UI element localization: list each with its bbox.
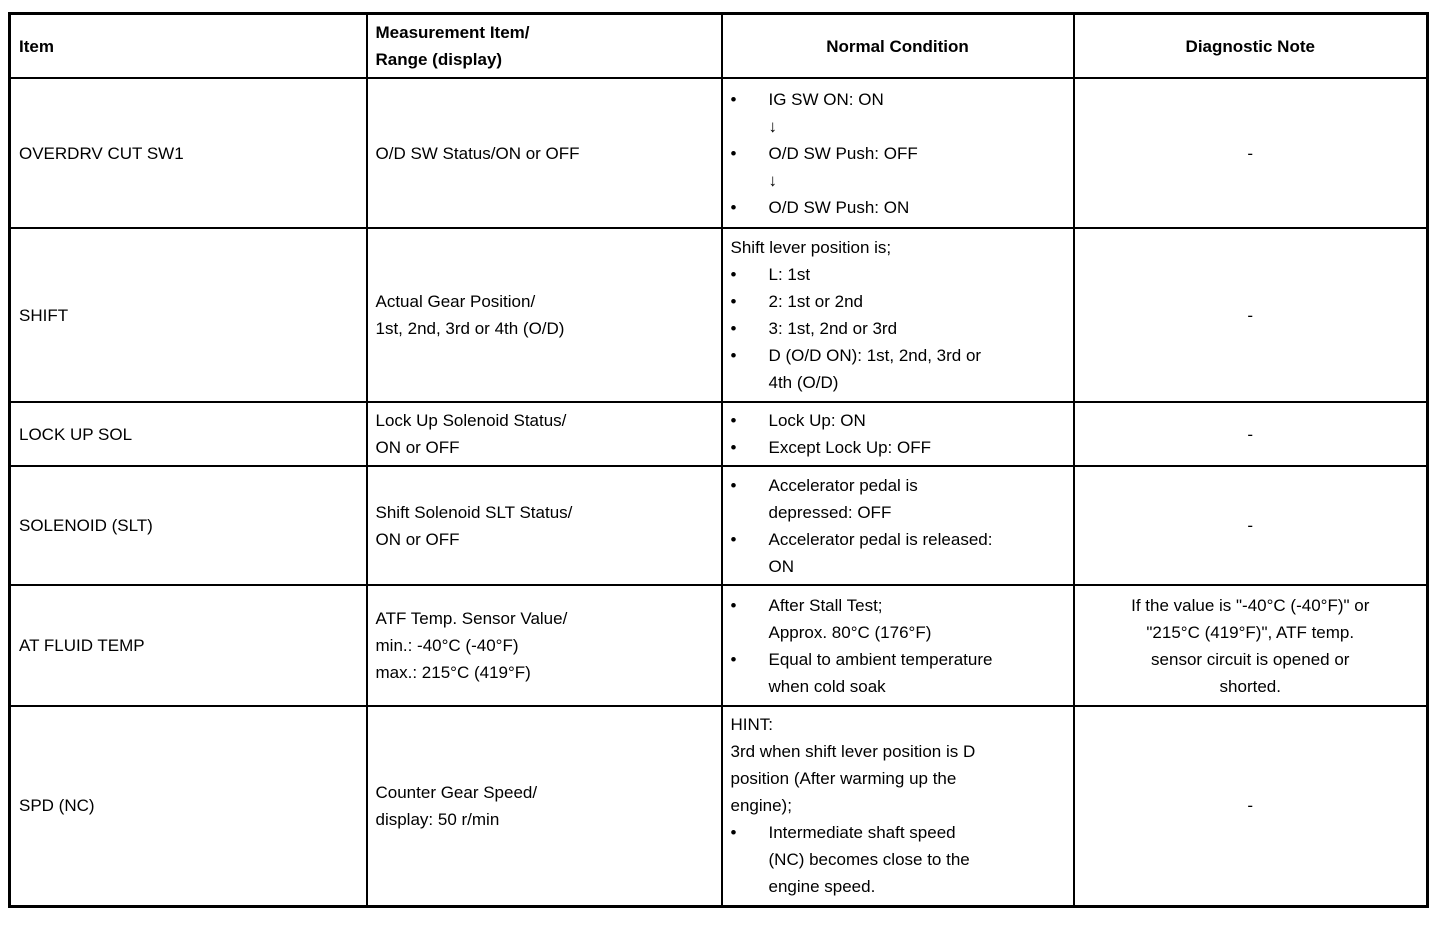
normal-condition-cell: • Lock Up: ON • Except Lock Up: OFF: [720, 401, 1075, 467]
table-row-solenoid-slt: SOLENOID (SLT) Shift Solenoid SLT Status…: [8, 465, 1429, 586]
bullet-icon: •: [730, 143, 737, 163]
bullet-icon: •: [730, 475, 737, 495]
column-header-normal-condition: Normal Condition: [720, 12, 1075, 79]
bullet-icon: •: [730, 595, 737, 615]
column-header-item: Item: [8, 12, 368, 79]
normal-condition-cell: • After Stall Test; Approx. 80°C (176°F) •…: [720, 584, 1075, 707]
bullet-line: • L: 1st: [731, 261, 1065, 288]
measurement-cell: Counter Gear Speed/ display: 50 r/min: [365, 705, 723, 907]
column-header-diagnostic-note: Diagnostic Note: [1072, 12, 1429, 79]
diagnostic-note-cell: -: [1072, 401, 1429, 467]
text-line: Shift lever position is;: [730, 238, 892, 257]
diagnostic-data-list-table: Item Measurement Item/ Range (display) N…: [8, 12, 1429, 908]
measurement-cell: O/D SW Status/ON or OFF: [365, 77, 723, 229]
normal-condition-cell: HINT: 3rd when shift lever position is D …: [720, 705, 1075, 907]
bullet-line: • O/D SW Push: ON: [731, 194, 1065, 221]
bullet-line: • IG SW ON: ON: [731, 86, 1065, 113]
bullet-text: D (O/D ON): 1st, 2nd, 3rd or 4th (O/D): [768, 346, 982, 392]
bullet-icon: •: [730, 197, 737, 217]
item-cell: SOLENOID (SLT): [8, 465, 368, 586]
bullet-text: L: 1st: [768, 265, 811, 284]
bullet-icon: •: [730, 529, 737, 549]
bullet-text: Lock Up: ON: [768, 411, 866, 430]
diagnostic-note-cell: -: [1072, 77, 1429, 229]
item-cell: SPD (NC): [8, 705, 368, 907]
bullet-text: After Stall Test; Approx. 80°C (176°F): [768, 595, 932, 642]
bullet-line: • 3: 1st, 2nd or 3rd: [731, 315, 1065, 342]
bullet-icon: •: [730, 649, 737, 669]
bullet-icon: •: [730, 823, 737, 843]
bullet-icon: •: [730, 346, 737, 365]
diagnostic-note-cell: -: [1072, 227, 1429, 403]
bullet-line: • Intermediate shaft speed (NC) becomes c…: [731, 819, 1065, 900]
normal-condition-cell: • Accelerator pedal is depressed: OFF • Acc…: [720, 465, 1075, 586]
bullet-icon: •: [730, 438, 737, 457]
diagnostic-note-cell: -: [1072, 465, 1429, 586]
bullet-icon: •: [730, 265, 737, 284]
bullet-line: • O/D SW Push: OFF: [731, 140, 1065, 167]
item-cell: OVERDRV CUT SW1: [8, 77, 368, 229]
bullet-text: Accelerator pedal is depressed: OFF: [768, 475, 918, 522]
text-line: 3rd when shift lever position is D posit…: [730, 742, 976, 816]
bullet-text: 2: 1st or 2nd: [768, 292, 864, 311]
bullet-line: • Lock Up: ON: [731, 407, 1065, 434]
normal-condition-cell: Shift lever position is; • L: 1st • 2: 1st o…: [720, 227, 1075, 403]
bullet-text: Except Lock Up: OFF: [768, 438, 932, 457]
header-row: Item Measurement Item/ Range (display) N…: [8, 12, 1429, 79]
bullet-line: • Accelerator pedal is released: ON: [731, 526, 1065, 580]
bullet-text: Equal to ambient temperature when cold s…: [768, 649, 993, 696]
bullet-icon: •: [730, 292, 737, 311]
bullet-line: • After Stall Test; Approx. 80°C (176°F): [731, 592, 1065, 646]
bullet-icon: •: [730, 411, 737, 430]
bullet-icon: •: [730, 89, 737, 109]
item-cell: AT FLUID TEMP: [8, 584, 368, 707]
table-row-overdrv-cut-sw1: OVERDRV CUT SW1 O/D SW Status/ON or OFF …: [8, 77, 1429, 229]
bullet-text: 3: 1st, 2nd or 3rd: [768, 319, 898, 338]
diagnostic-note-cell: If the value is "-40°C (-40°F)" or "215°…: [1072, 584, 1429, 707]
table-row-lock-up-sol: LOCK UP SOL Lock Up Solenoid Status/ ON …: [8, 401, 1429, 467]
bullet-line: • Except Lock Up: OFF: [731, 434, 1065, 461]
bullet-text: Accelerator pedal is released: ON: [768, 529, 993, 576]
measurement-cell: Shift Solenoid SLT Status/ ON or OFF: [365, 465, 723, 586]
text-line: HINT:: [730, 715, 774, 735]
item-cell: SHIFT: [8, 227, 368, 403]
bullet-line: • Accelerator pedal is depressed: OFF: [731, 472, 1065, 526]
column-header-measurement: Measurement Item/ Range (display): [365, 12, 723, 79]
normal-condition-cell: • IG SW ON: ON ↓ • O/D SW Push: OFF ↓ • O/D SW …: [720, 77, 1075, 229]
down-arrow-icon: ↓: [768, 116, 778, 136]
bullet-text: O/D SW Push: OFF: [768, 143, 918, 163]
down-arrow-icon: ↓: [768, 170, 778, 190]
diagnostic-note-cell: -: [1072, 705, 1429, 907]
item-cell: LOCK UP SOL: [8, 401, 368, 467]
bullet-text: Intermediate shaft speed (NC) becomes cl…: [768, 823, 970, 897]
table-row-shift: SHIFT Actual Gear Position/ 1st, 2nd, 3r…: [8, 227, 1429, 403]
table-row-at-fluid-temp: AT FLUID TEMP ATF Temp. Sensor Value/ mi…: [8, 584, 1429, 707]
bullet-icon: •: [730, 319, 737, 338]
bullet-text: IG SW ON: ON: [768, 89, 884, 109]
table-row-spd-nc: SPD (NC) Counter Gear Speed/ display: 50…: [8, 705, 1429, 907]
bullet-line: • D (O/D ON): 1st, 2nd, 3rd or 4th (O/D): [731, 342, 1065, 396]
bullet-line: • Equal to ambient temperature when cold …: [731, 646, 1065, 700]
measurement-cell: ATF Temp. Sensor Value/ min.: -40°C (-40…: [365, 584, 723, 707]
bullet-text: O/D SW Push: ON: [768, 197, 910, 217]
measurement-cell: Actual Gear Position/ 1st, 2nd, 3rd or 4…: [365, 227, 723, 403]
measurement-cell: Lock Up Solenoid Status/ ON or OFF: [365, 401, 723, 467]
bullet-line: • 2: 1st or 2nd: [731, 288, 1065, 315]
